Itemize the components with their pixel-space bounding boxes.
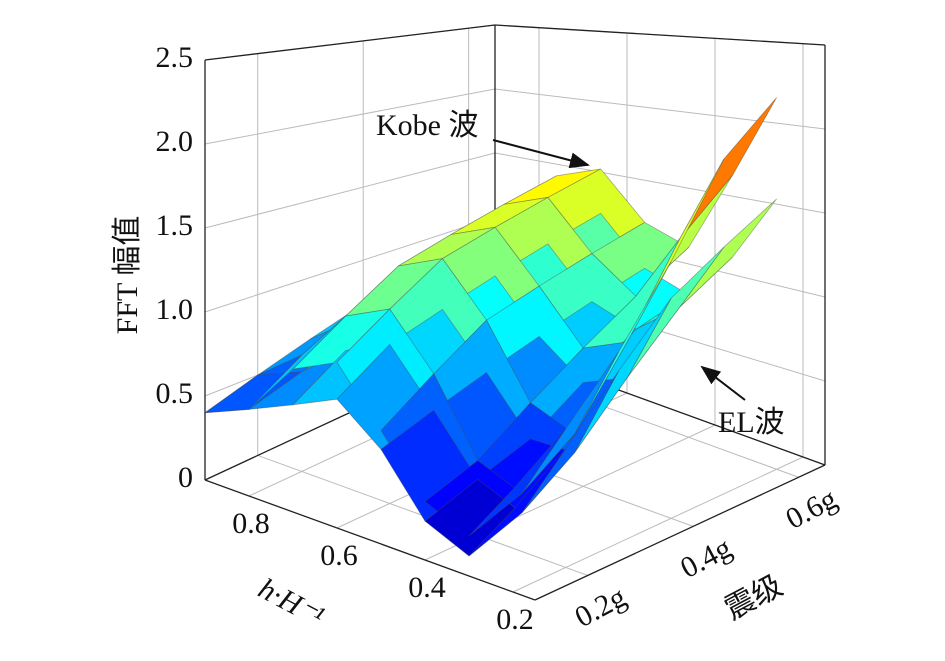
y-axis-title: 震级 xyxy=(720,569,788,626)
z-tick-label: 0.5 xyxy=(156,377,194,410)
annotation: Kobe 波 xyxy=(376,109,478,142)
surfaces xyxy=(203,97,777,557)
z-tick-label: 1.5 xyxy=(156,209,194,242)
y-tick-label: 0.4g xyxy=(675,531,737,585)
y-tick-label: 0.2g xyxy=(570,580,632,634)
grid-line xyxy=(204,88,496,145)
z-tick-label: 2.5 xyxy=(156,41,194,74)
axis-edge xyxy=(494,24,826,46)
surface-patch xyxy=(424,478,523,557)
y-tick-label: 0.6g xyxy=(780,482,842,536)
z-tick-label: 1.0 xyxy=(156,293,194,326)
axis-edge xyxy=(204,479,536,601)
surface-patch xyxy=(521,351,619,494)
surface-patch xyxy=(574,261,672,435)
x-tick-label: 0.2 xyxy=(496,603,534,636)
z-tick-label: 0 xyxy=(178,461,193,494)
x-tick-label: 0.8 xyxy=(232,507,270,540)
surface-patch xyxy=(679,198,777,308)
surface-patch xyxy=(521,370,619,514)
grid-line xyxy=(512,456,804,593)
x-axis-title: h·H⁻¹ xyxy=(253,572,329,634)
annotation: EL波 xyxy=(718,406,785,439)
axis-edge xyxy=(204,24,496,61)
grid-line xyxy=(494,88,826,130)
surface-patch xyxy=(503,168,601,205)
surface-patch xyxy=(626,246,725,378)
x-tick-label: 0.6 xyxy=(320,539,358,572)
annotation-arrow xyxy=(492,139,590,169)
grid-line xyxy=(204,152,496,229)
grid-line xyxy=(494,152,826,214)
z-axis-title: FFT 幅值 xyxy=(111,216,144,335)
grid-line xyxy=(204,216,496,313)
surface-patch xyxy=(468,428,567,537)
surface-patch xyxy=(574,297,672,453)
surface-patch xyxy=(468,448,567,557)
surface-patch xyxy=(344,258,444,317)
annotation-arrow xyxy=(700,365,746,401)
z-tick-label: 2.0 xyxy=(156,125,194,158)
x-tick-label: 0.4 xyxy=(408,571,446,604)
axis-edge xyxy=(534,464,826,601)
